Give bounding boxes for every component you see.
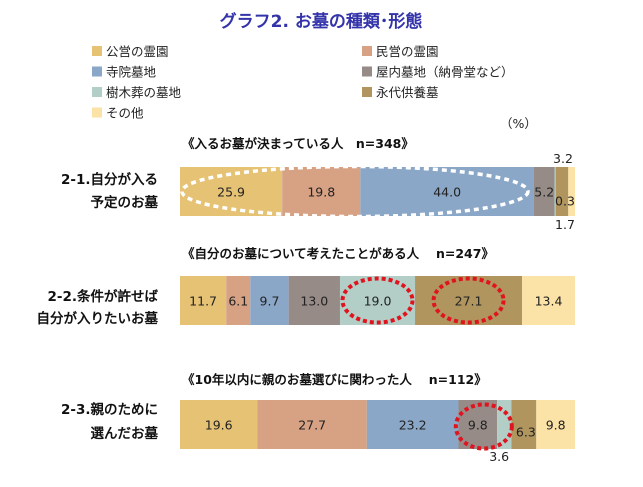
unit-label: （%） (500, 116, 537, 131)
value-label: 23.2 (399, 418, 427, 433)
bar-segment (180, 400, 258, 449)
bar-segment (180, 276, 227, 325)
highlight-ellipse (431, 276, 506, 325)
value-label: 27.7 (298, 418, 326, 433)
value-label: 13.4 (535, 294, 563, 309)
legend-label: 民営の霊園 (376, 44, 439, 59)
bar-segment (288, 276, 340, 325)
highlight-ellipse (453, 402, 514, 451)
bar-segment (522, 276, 575, 325)
value-label: 6.1 (228, 294, 248, 309)
value-label: 11.7 (189, 294, 217, 309)
value-label: 9.8 (468, 418, 488, 433)
bar-segment (250, 276, 289, 325)
bar-segment (226, 276, 251, 325)
value-label: 3.6 (489, 449, 509, 464)
row-label: 選んだお墓 (91, 425, 159, 442)
row-label: 2-2.条件が許せば (47, 288, 158, 305)
legend-swatch (92, 66, 102, 77)
legend-label: 公営の霊園 (106, 44, 169, 59)
bar-segment (511, 400, 537, 449)
highlight-ellipse (340, 276, 415, 325)
group-label: 《入るお墓が決まっている人 n=348》 (182, 136, 414, 151)
value-label: 27.1 (455, 294, 483, 309)
value-label: 5.2 (534, 185, 554, 200)
value-label: 25.9 (217, 185, 245, 200)
bar-segment (257, 400, 367, 449)
legend-swatch (362, 87, 372, 97)
value-label: 19.0 (364, 294, 392, 309)
bar-segment (555, 167, 569, 216)
legend-swatch (362, 46, 372, 56)
highlight-ellipse (180, 164, 530, 219)
legend-label: その他 (106, 106, 144, 121)
group-label: 《自分のお墓について考えたことがある人 n=247》 (182, 246, 494, 261)
row-label: 2-1.自分が入る (61, 171, 158, 188)
bar-segment (568, 167, 575, 216)
value-label: 6.3 (516, 425, 536, 440)
legend-swatch (92, 87, 102, 97)
bar-segment (282, 167, 361, 216)
legend-swatch (92, 46, 102, 56)
value-label: 19.6 (205, 418, 233, 433)
value-label: 44.0 (433, 185, 461, 200)
legend-label: 永代供養墓 (376, 85, 439, 100)
value-label: 1.7 (555, 217, 575, 232)
value-label: 0.3 (555, 194, 575, 209)
value-label: 13.0 (300, 294, 328, 309)
chart-title: グラフ2. お墓の種類･形態 (220, 11, 423, 32)
legend-label: 樹木葬の墓地 (106, 85, 182, 100)
bar-segment (554, 167, 556, 216)
bar-segment (360, 167, 534, 216)
legend-label: 寺院墓地 (106, 65, 157, 80)
bar-segment (536, 400, 575, 449)
group-label: 《10年以内に親のお墓選びに関わった人 n=112》 (182, 372, 487, 387)
value-label: 3.2 (553, 151, 573, 166)
legend-swatch (92, 107, 102, 118)
value-label: 19.8 (307, 185, 335, 200)
row-label: 予定のお墓 (91, 194, 159, 211)
legend-swatch (362, 66, 372, 77)
value-label: 9.8 (546, 418, 566, 433)
bar-segment (533, 167, 555, 216)
value-label: 9.7 (260, 294, 280, 309)
legend-label: 屋内墓地（納骨堂など） (376, 65, 514, 80)
bar-segment (366, 400, 459, 449)
row-label: 自分が入りたいお墓 (37, 310, 159, 327)
highlights (180, 164, 530, 451)
row-label: 2-3.親のために (61, 401, 158, 418)
